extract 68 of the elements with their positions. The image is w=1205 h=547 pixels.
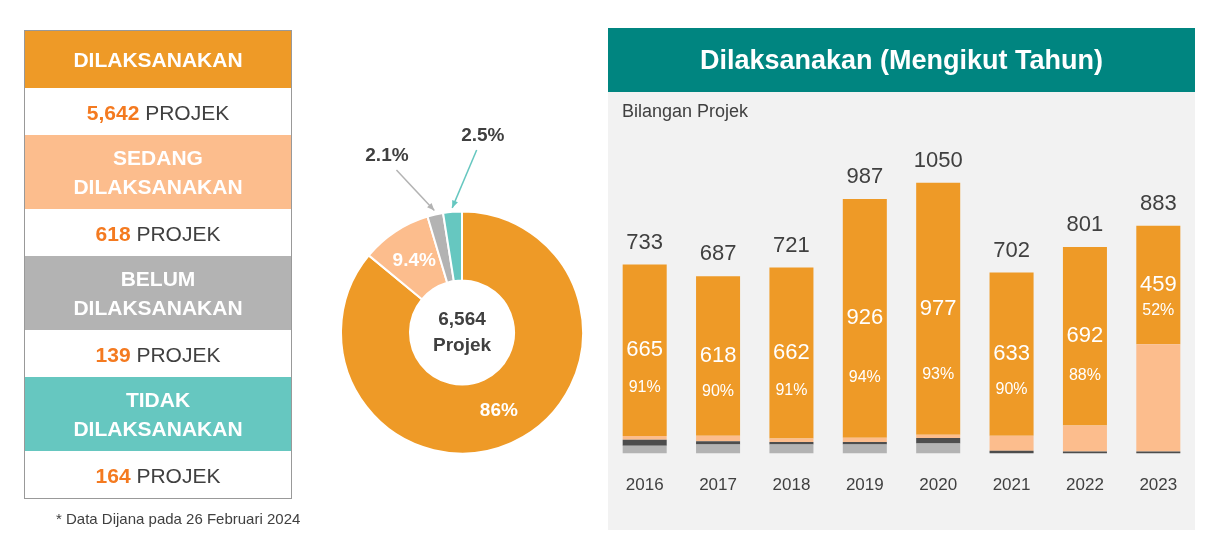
text: 164 PROJEK [95, 464, 221, 487]
total-label: 1050 [913, 146, 963, 172]
annotation: 90% [995, 380, 1028, 398]
bar [622, 439, 667, 446]
category-label: TIDAK DILAKSANAKAN [25, 377, 291, 453]
data-label: 618 [699, 342, 737, 368]
bar [696, 276, 741, 436]
annotation: 52% [1142, 301, 1175, 319]
category-label: SEDANG DILAKSANAKAN [25, 135, 291, 211]
total-label: 987 [846, 163, 884, 189]
data-label: 977 [919, 294, 957, 320]
bar [842, 441, 887, 445]
data-label: 926 [846, 304, 884, 330]
bar [769, 267, 814, 439]
annotation: 91% [628, 378, 661, 396]
x-tick-label: 2017 [699, 475, 737, 495]
bar [1136, 344, 1181, 452]
annotation: 88% [1068, 365, 1101, 383]
x-tick-label: 2021 [992, 475, 1031, 495]
data-label: 2.1% [365, 144, 409, 166]
bar [989, 272, 1034, 436]
data-label: 9.4% [392, 248, 437, 270]
bar [696, 441, 741, 445]
data-label: 459 [1139, 271, 1177, 297]
bar [696, 435, 741, 442]
bar [842, 437, 887, 442]
annotation: 91% [775, 380, 808, 398]
data-label: 2.5% [461, 124, 505, 146]
bar [622, 445, 667, 454]
data-label: 86% [479, 399, 518, 421]
x-tick-label: 2018 [772, 475, 811, 495]
bar [769, 438, 814, 442]
bar [842, 198, 887, 438]
y-axis-title: Bilangan Projek [622, 100, 750, 121]
data-label: 665 [626, 336, 664, 362]
annotation: 93% [922, 365, 955, 383]
data-label: 633 [993, 340, 1030, 366]
category-label: BELUM DILAKSANAKAN [25, 256, 291, 332]
bar [916, 438, 961, 444]
category-label: DILAKSANAKAN [25, 31, 291, 90]
total-label: 733 [626, 228, 664, 254]
text: 6,564 Projek [432, 307, 492, 355]
total-label: 687 [699, 240, 737, 266]
bar [622, 264, 667, 437]
x-tick-label: 2022 [1066, 475, 1104, 495]
annotation: 94% [848, 368, 881, 386]
total-label: 702 [993, 236, 1030, 262]
bar [622, 436, 667, 440]
text: 5,642 PROJEK [86, 101, 230, 124]
x-tick-label: 2019 [845, 475, 884, 495]
x-tick-label: 2020 [919, 475, 958, 495]
bar [1062, 246, 1107, 426]
text: 139 PROJEK [95, 343, 221, 366]
x-tick-label: 2016 [625, 475, 664, 495]
data-label: 692 [1066, 322, 1104, 348]
bar [916, 182, 961, 435]
text: * Data Dijana pada 26 Februari 2024 [56, 510, 301, 527]
total-label: 883 [1139, 189, 1177, 215]
bar [1062, 425, 1107, 452]
text: 618 PROJEK [95, 222, 221, 245]
x-tick-label: 2023 [1139, 475, 1178, 495]
total-label: 721 [773, 231, 810, 257]
data-label: 662 [773, 339, 810, 365]
chart-title: Dilaksanakan (Mengikut Tahun) [608, 28, 1195, 92]
bar [1136, 225, 1181, 345]
total-label: 801 [1066, 211, 1104, 236]
bar [989, 435, 1034, 451]
annotation: 90% [702, 381, 735, 399]
